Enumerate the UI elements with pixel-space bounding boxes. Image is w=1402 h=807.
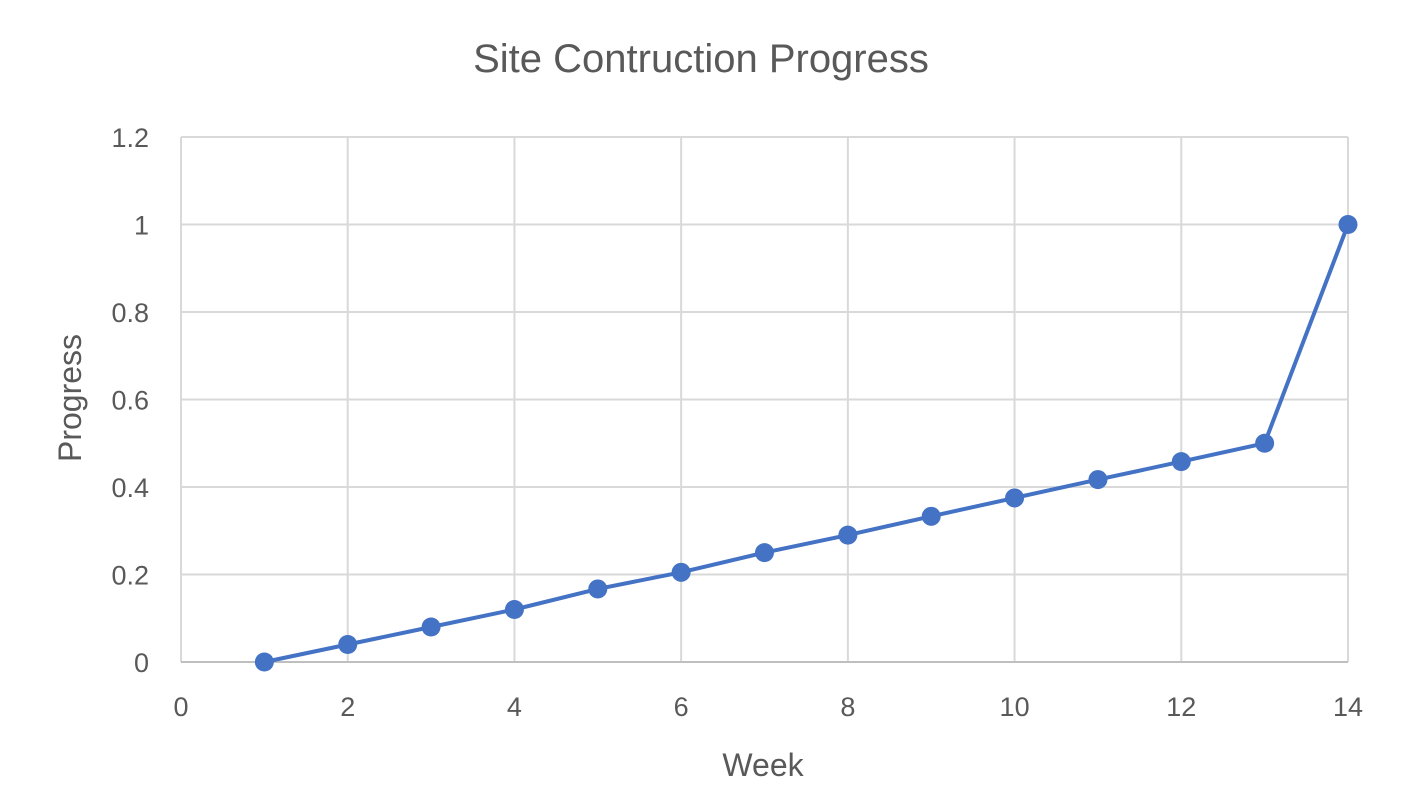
- data-point: [1088, 470, 1108, 490]
- x-tick-label: 0: [173, 692, 188, 722]
- data-point: [1171, 452, 1191, 472]
- y-tick-label: 0.8: [111, 298, 149, 328]
- data-point: [1255, 433, 1275, 453]
- x-tick-label: 12: [1166, 692, 1196, 722]
- y-tick-label: 1.2: [111, 123, 149, 153]
- data-point: [254, 652, 274, 672]
- y-tick-label: 0.4: [111, 473, 149, 503]
- data-point: [1005, 488, 1025, 508]
- x-tick-label: 6: [674, 692, 689, 722]
- data-point: [338, 635, 358, 654]
- y-tick-label: 0.2: [111, 561, 149, 591]
- x-tick-label: 8: [840, 692, 855, 722]
- data-point: [838, 525, 858, 545]
- series-line: [262, 222, 1350, 664]
- series-layer: [254, 215, 1358, 672]
- x-tick-label: 10: [1000, 692, 1030, 722]
- data-point: [504, 600, 524, 619]
- data-point: [588, 579, 608, 599]
- y-tick-label: 0: [134, 648, 149, 678]
- y-tick-label: 0.6: [111, 386, 149, 416]
- data-point: [921, 506, 941, 526]
- data-point: [1338, 215, 1358, 234]
- x-tick-label: 4: [507, 692, 522, 722]
- grid-lines: [180, 136, 1349, 663]
- tick-labels: 0 0.2 0.4 0.6 0.8 1 1.2 0 2 4 6 8 10 12 14: [111, 123, 1363, 722]
- y-axis-label: Progress: [52, 334, 88, 462]
- data-point: [671, 562, 691, 582]
- y-tick-label: 1: [134, 211, 149, 241]
- chart-title: Site Contruction Progress: [473, 37, 929, 81]
- data-point: [421, 617, 441, 637]
- x-tick-label: 2: [340, 692, 355, 722]
- x-tick-label: 14: [1333, 692, 1363, 722]
- x-axis-label: Week: [722, 747, 804, 783]
- data-point: [755, 543, 774, 563]
